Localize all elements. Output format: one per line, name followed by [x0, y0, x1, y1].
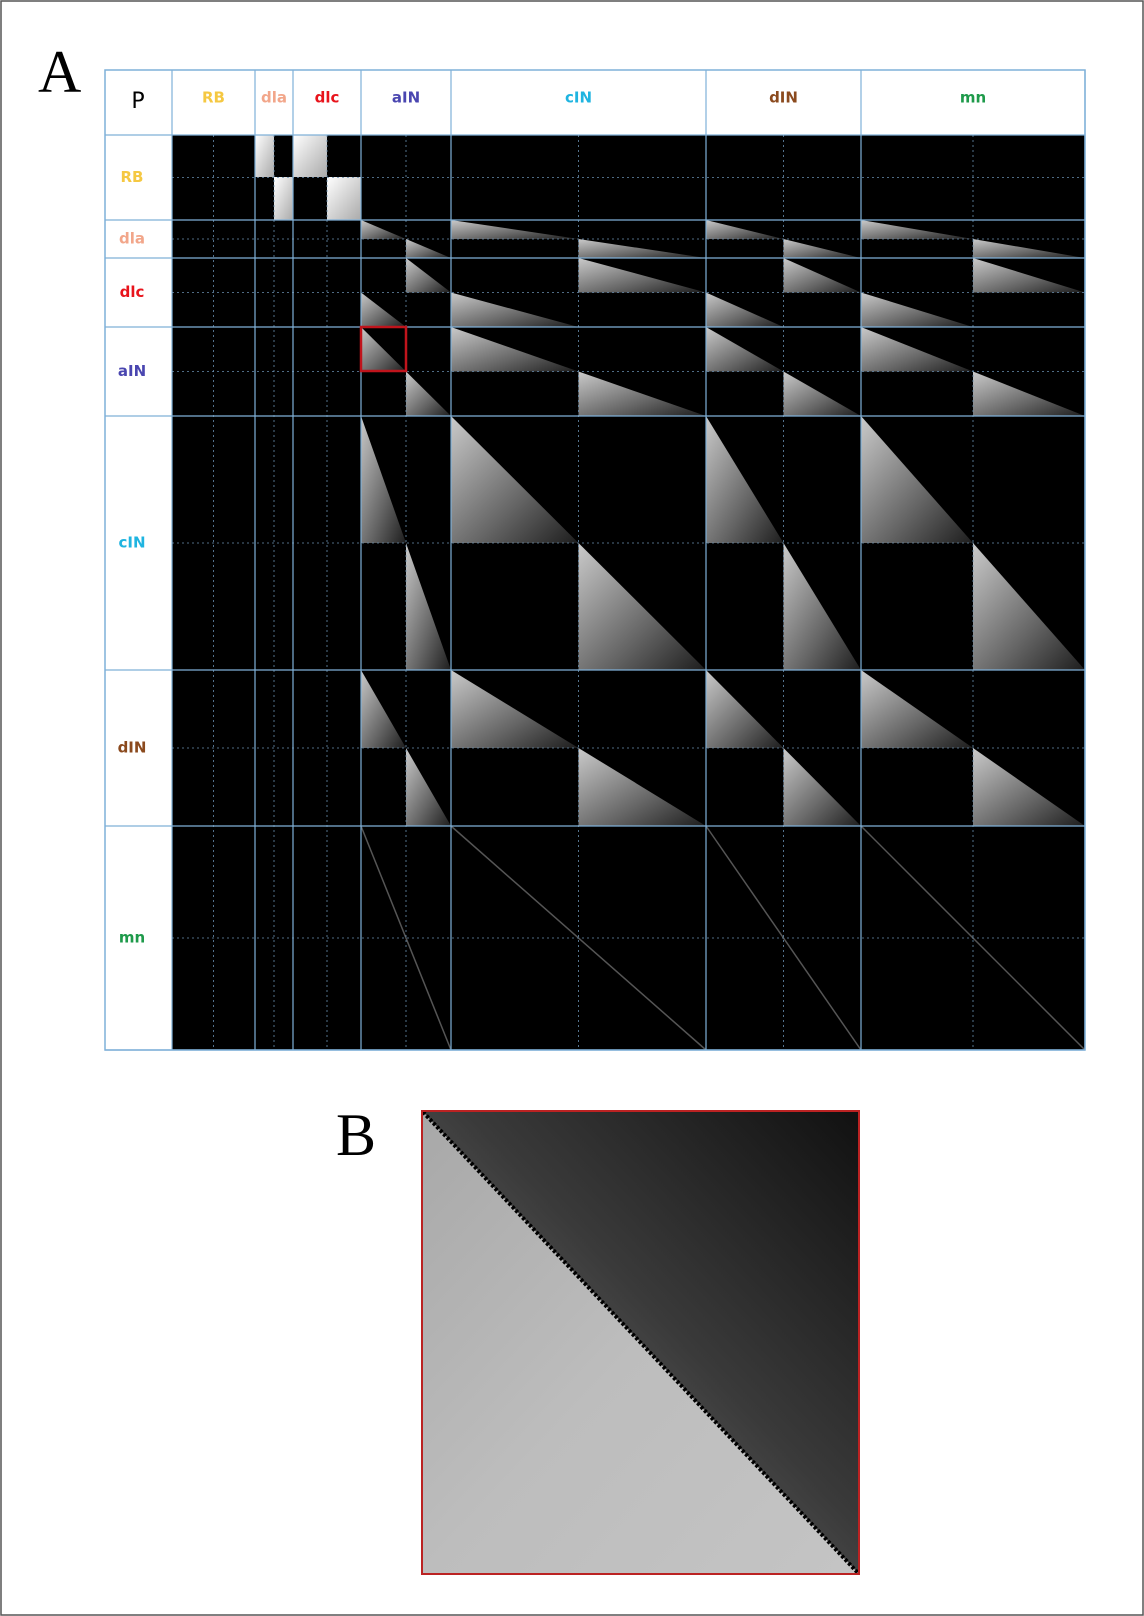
matrix: P RB dla dlc aIN cIN dIN mn RB dla dlc aIN cIN dIN mn: [104, 69, 1086, 1051]
connection-block: [578, 371, 706, 416]
connection-block: [361, 220, 406, 239]
corner-label: P: [131, 89, 144, 114]
connection-trace: [360, 825, 452, 1051]
connection-block: [578, 258, 706, 293]
connection-block: [274, 177, 293, 220]
row-header: dlc: [120, 283, 145, 301]
connection-block: [255, 135, 274, 177]
connection-block: [406, 371, 451, 416]
connection-block: [706, 327, 784, 372]
connection-block: [783, 239, 861, 258]
connection-block: [973, 258, 1085, 293]
zoom-frame: [421, 1110, 860, 1575]
connection-block: [451, 670, 579, 748]
connection-block: [861, 327, 973, 372]
zoom-panel: [421, 1110, 860, 1575]
column-header: dIN: [769, 89, 798, 107]
connection-block: [973, 239, 1085, 258]
connection-block: [706, 220, 784, 239]
highlight-box: [359, 325, 408, 373]
connection-block: [361, 670, 406, 748]
row-header: cIN: [118, 534, 145, 552]
row-header: aIN: [118, 362, 146, 380]
connection-block: [973, 748, 1085, 826]
connection-block: [706, 292, 784, 327]
connection-block: [578, 239, 706, 258]
connection-block: [451, 220, 579, 239]
connection-block: [861, 670, 973, 748]
column-header: mn: [960, 89, 986, 107]
connection-block: [406, 239, 451, 258]
connection-block: [361, 292, 406, 327]
connection-block: [706, 670, 784, 748]
connection-block: [783, 543, 861, 670]
connection-block: [451, 327, 579, 372]
matrix-frame: [104, 69, 1086, 1051]
connection-block: [973, 371, 1085, 416]
connection-block: [861, 220, 973, 239]
connection-block: [406, 258, 451, 293]
zoom-diagonal: [421, 1110, 860, 1575]
row-header: dla: [119, 230, 145, 248]
connection-block: [578, 543, 706, 670]
column-header: RB: [202, 89, 225, 107]
connection-block: [406, 543, 451, 670]
row-header: dIN: [118, 739, 147, 757]
connection-block: [706, 416, 784, 543]
connection-block: [861, 292, 973, 327]
panel-label: A: [38, 39, 81, 105]
connection-block: [361, 327, 406, 372]
connection-block: [327, 177, 361, 220]
connection-block: [293, 135, 327, 177]
panel-label: B: [336, 1102, 376, 1168]
connection-block: [973, 543, 1085, 670]
connection-block: [861, 416, 973, 543]
row-header: RB: [121, 168, 144, 186]
connection-block: [783, 748, 861, 826]
connection-block: [578, 748, 706, 826]
connection-block: [406, 748, 451, 826]
row-header: mn: [119, 929, 145, 947]
connection-block: [451, 292, 579, 327]
connection-block: [783, 258, 861, 293]
column-header: aIN: [392, 89, 420, 107]
column-header: dla: [261, 89, 287, 107]
connection-block: [361, 416, 406, 543]
column-header: dlc: [315, 89, 340, 107]
connection-block: [783, 371, 861, 416]
connection-block: [451, 416, 579, 543]
column-header: cIN: [565, 89, 592, 107]
